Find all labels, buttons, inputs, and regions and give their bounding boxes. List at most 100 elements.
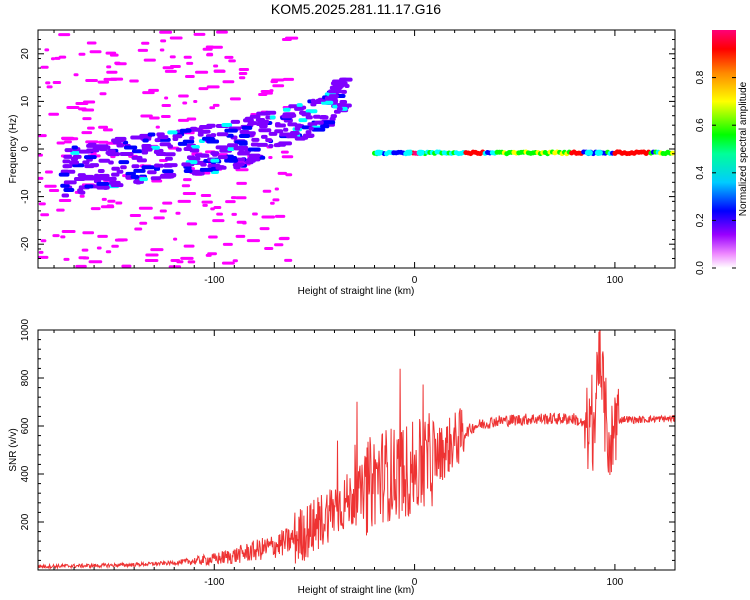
spectrogram-cell <box>150 248 164 252</box>
spectrogram-cell <box>83 155 97 160</box>
spectrogram-cell <box>265 138 273 143</box>
spectrogram-cell <box>313 114 321 119</box>
spectrogram-cell <box>269 89 274 93</box>
spectrogram-cell <box>183 55 192 59</box>
spectrogram-cell <box>45 81 51 85</box>
spectrogram-cell <box>269 115 276 120</box>
spectrogram-y-tick-label: 0 <box>20 146 31 152</box>
spectrogram-cell <box>264 247 274 251</box>
spectrogram-cell <box>87 142 97 147</box>
spectrogram-cell <box>160 39 167 43</box>
spectrogram-cell <box>63 140 72 144</box>
spectrogram-cell <box>147 132 156 137</box>
spectrogram-cell <box>85 79 98 83</box>
figure-title: KOM5.2025.281.11.17.G16 <box>271 1 441 17</box>
colorbar-tick-label: 0.8 <box>695 70 706 84</box>
spectrogram-cell <box>238 72 248 76</box>
spectrogram-cell <box>114 62 127 66</box>
spectrogram-cell <box>63 180 77 185</box>
spectrogram-cell <box>285 113 297 118</box>
spectrogram-cell <box>61 136 75 140</box>
spectrogram-cell <box>175 147 182 152</box>
spectrogram-cell <box>169 36 183 40</box>
spectrogram-cell <box>140 114 153 118</box>
spectrogram-cell <box>221 261 235 265</box>
spectrogram-cell <box>157 135 169 140</box>
spectrogram-cell <box>118 160 130 165</box>
spectrogram-cell <box>225 200 236 204</box>
spectrogram-cell <box>66 105 80 109</box>
spectrogram-cell <box>298 118 308 123</box>
spectrogram-cell <box>116 238 128 242</box>
spectrogram-cell <box>246 239 261 243</box>
spectrogram-cell <box>102 145 111 150</box>
colorbar-tick-label: 0.2 <box>695 213 706 227</box>
spectrogram-cell <box>129 79 139 83</box>
spectrogram-y-tick-label: -10 <box>20 189 31 204</box>
spectrogram-cell <box>271 78 285 82</box>
spectrogram-cell <box>147 170 157 175</box>
spectrogram-cell <box>191 171 205 176</box>
spectrogram-cell <box>202 47 213 51</box>
spectrogram-cell <box>60 235 66 239</box>
spectrogram-cell <box>144 259 159 263</box>
spectrogram-cell <box>163 152 176 157</box>
spectrogram-cell <box>56 141 65 145</box>
spectrogram-cell <box>328 89 342 94</box>
spectrogram-cell <box>61 193 70 198</box>
spectrogram-cell <box>123 145 138 150</box>
spectrogram-cell <box>164 96 169 100</box>
spectrogram-cell <box>177 199 192 203</box>
spectrogram-cell <box>258 92 268 96</box>
spectrogram-cell <box>242 221 247 225</box>
spectrogram-cell <box>121 264 132 268</box>
snr-y-tick-label: 600 <box>20 417 31 434</box>
spectrogram-cell <box>206 85 220 89</box>
spectrogram-cell <box>40 213 50 217</box>
spectrogram-cell <box>63 257 70 261</box>
spectrogram-cell <box>105 250 112 254</box>
spectrogram-cell <box>187 260 196 264</box>
spectrogram-cell <box>224 55 234 59</box>
spectrogram-cell <box>242 118 254 123</box>
spectrogram-cell <box>159 209 167 213</box>
spectrogram-cell <box>141 147 153 152</box>
spectrogram-cell <box>209 106 216 110</box>
spectrogram-cell <box>52 81 62 85</box>
spectrogram-cell <box>306 133 313 138</box>
spectrogram-cell <box>107 199 116 203</box>
spectrogram-cell <box>275 142 287 147</box>
spectrogram-cell <box>238 68 250 72</box>
spectrogram-y-tick-label: 10 <box>20 95 31 107</box>
spectrogram-cell <box>87 126 95 130</box>
spectrogram-cell <box>40 239 47 243</box>
spectrogram-cell <box>130 135 144 140</box>
spectrogram-cell <box>81 108 95 112</box>
colorbar-ticks: 0.0 0.2 0.4 0.6 0.8 <box>695 70 736 275</box>
spectrogram-cell <box>310 98 316 103</box>
spectrogram-cell <box>162 169 174 174</box>
spectrogram-cell <box>130 174 140 179</box>
spectrogram-cell <box>92 176 106 181</box>
spectrogram-cell <box>261 119 270 124</box>
spectrogram-cell <box>222 80 235 84</box>
spectrogram-cell <box>108 160 114 165</box>
spectrogram-cell <box>339 99 348 104</box>
spectrogram-cell <box>58 33 71 37</box>
spectrogram-cell <box>320 124 330 129</box>
spectrogram-x-tick-label: 100 <box>607 275 624 286</box>
spectrogram-cell <box>97 234 108 238</box>
spectrogram-cell <box>164 69 177 73</box>
colorbar-label: Normalized spectral amplitude <box>738 81 749 216</box>
spectrogram-cell <box>670 150 675 156</box>
snr-series-line <box>38 330 675 570</box>
spectrogram-cell <box>182 162 191 167</box>
spectrogram-cell <box>233 146 246 151</box>
spectrogram-cell <box>98 158 111 163</box>
spectrogram-cell <box>82 231 95 235</box>
spectrogram-cell <box>249 114 261 119</box>
spectrogram-cell <box>205 253 212 257</box>
snr-y-tick-label: 200 <box>20 513 31 530</box>
spectrogram-cell <box>70 150 80 155</box>
